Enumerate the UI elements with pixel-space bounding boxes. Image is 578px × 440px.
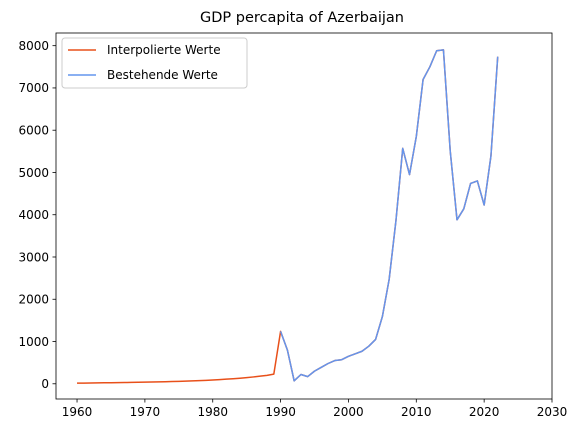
plot-area <box>77 49 499 384</box>
y-tick-label: 1000 <box>18 335 49 349</box>
x-tick-label: 2020 <box>469 405 500 419</box>
x-tick-label: 2000 <box>333 405 364 419</box>
y-tick-label: 2000 <box>18 293 49 307</box>
x-tick-label: 1990 <box>265 405 296 419</box>
legend-label-interpolated: Interpolierte Werte <box>107 43 221 57</box>
legend-label-existing: Bestehende Werte <box>107 68 218 82</box>
legend-box <box>61 37 248 89</box>
x-tick-label: 1960 <box>62 405 93 419</box>
x-tick-label: 1980 <box>197 405 228 419</box>
legend: Interpolierte Werte Bestehende Werte <box>61 37 248 89</box>
y-tick-label: 6000 <box>18 124 49 138</box>
x-tick-label: 2010 <box>401 405 432 419</box>
axes: 1960 1970 1980 1990 2000 2010 2020 2030 0 1000 200… <box>18 32 568 419</box>
y-tick-label: 3000 <box>18 250 49 264</box>
y-tick-label: 5000 <box>18 166 49 180</box>
y-tick-label: 8000 <box>18 39 49 53</box>
plot-frame <box>55 32 553 400</box>
y-tick-label: 7000 <box>18 81 49 95</box>
y-tick-label: 4000 <box>18 208 49 222</box>
y-tick-label: 0 <box>41 377 49 391</box>
series-line-1 <box>279 49 499 382</box>
x-tick-label: 2030 <box>537 405 568 419</box>
series-line-0 <box>77 49 499 384</box>
chart-title: GDP percapita of Azerbaijan <box>200 10 404 26</box>
x-tick-label: 1970 <box>130 405 161 419</box>
